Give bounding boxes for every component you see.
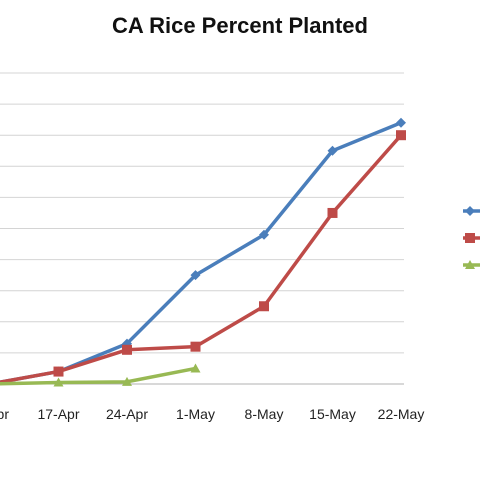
- data-point: [396, 117, 406, 128]
- data-point: [259, 301, 269, 312]
- x-tick-label: 1-May: [176, 406, 215, 422]
- chart-title: CA Rice Percent Planted: [112, 13, 368, 38]
- series-layer: [0, 117, 406, 387]
- series-line: [0, 366, 198, 386]
- data-point: [190, 341, 201, 352]
- x-tick-label: 15-May: [309, 406, 356, 422]
- data-point: [190, 270, 201, 281]
- x-tick-label: pr: [0, 406, 9, 422]
- x-tick-label: 22-May: [378, 406, 425, 422]
- legend-item: [463, 206, 480, 216]
- x-tick-label: 8-May: [245, 406, 284, 422]
- data-point: [327, 207, 338, 218]
- legend-marker: [465, 260, 475, 269]
- series-3: [0, 363, 201, 387]
- data-point: [122, 376, 132, 386]
- legend-item: [463, 233, 480, 243]
- legend-marker: [465, 233, 475, 243]
- data-point: [327, 145, 338, 156]
- legend-item: [463, 260, 480, 269]
- gridlines: [0, 72, 404, 354]
- data-point: [53, 377, 64, 387]
- legend: [463, 206, 480, 269]
- data-point: [122, 344, 132, 355]
- data-point: [259, 229, 269, 240]
- legend-marker: [465, 206, 475, 216]
- data-point: [396, 130, 406, 141]
- x-tick-label: 24-Apr: [106, 406, 148, 422]
- x-tick-label: 17-Apr: [37, 406, 79, 422]
- series-1: [0, 117, 406, 384]
- series-2: [0, 130, 406, 384]
- data-point: [190, 363, 201, 373]
- data-point: [53, 366, 64, 377]
- x-axis-tick-labels: pr 17-Apr 24-Apr 1-May 8-May 15-May 22-May: [0, 406, 424, 422]
